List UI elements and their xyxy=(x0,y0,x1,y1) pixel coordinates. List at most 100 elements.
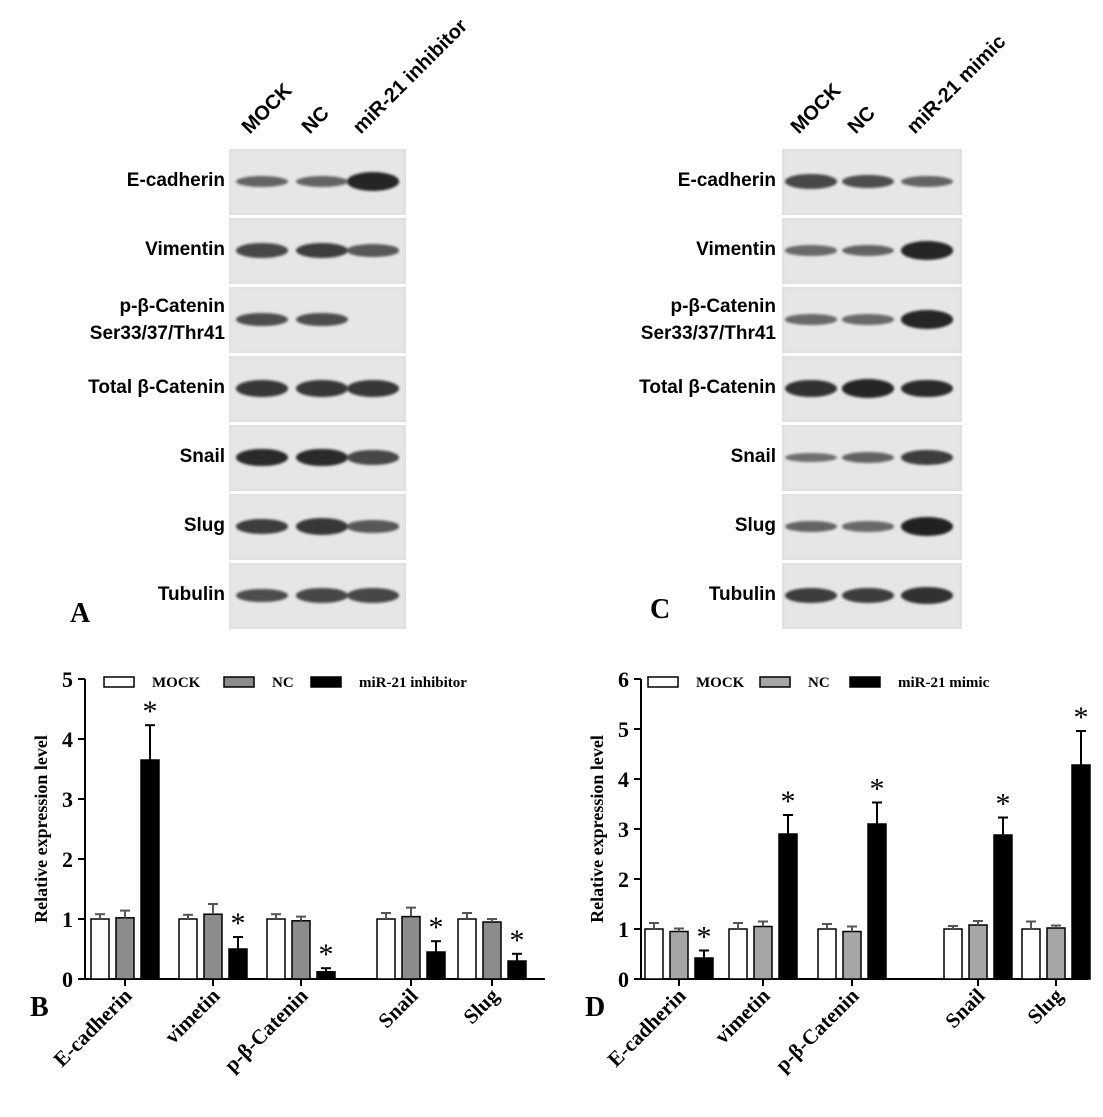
significance-marker: * xyxy=(996,788,1011,821)
x-tick-label: vimetin xyxy=(710,983,775,1048)
y-tick-label: 2 xyxy=(62,847,73,872)
panel-letter-c: C xyxy=(650,594,671,625)
blot-band xyxy=(785,174,837,189)
blot-band xyxy=(842,245,894,256)
blot-row-label-line1: p-β-Catenin xyxy=(670,296,776,317)
blot-band xyxy=(236,380,288,397)
blot-band xyxy=(901,176,953,187)
blot-row-label: Tubulin xyxy=(708,583,776,605)
blot-band xyxy=(842,379,894,398)
bar xyxy=(669,930,689,980)
blot-band xyxy=(296,380,348,397)
x-tick-label: Snail xyxy=(940,983,989,1032)
bar xyxy=(943,928,963,980)
x-tick-label: E-cadherin xyxy=(603,983,691,1071)
y-tick-label: 6 xyxy=(618,667,629,692)
legend-label: MOCK xyxy=(152,675,201,691)
x-tick-label: Slug xyxy=(1022,983,1067,1028)
blot-row-label: Snail xyxy=(730,445,776,467)
bar xyxy=(1071,764,1091,980)
blot-band xyxy=(347,172,399,191)
blot-row-label: Slug xyxy=(183,514,225,536)
blot-band xyxy=(901,310,953,329)
blot-band xyxy=(236,518,288,535)
bar-chart-b: 0 1 2 3 4 5 Relative expression level * E-cadher… xyxy=(31,667,545,1077)
bar xyxy=(140,759,160,980)
blot-row-label: p-β-Catenin Ser33/37/Thr41 xyxy=(90,293,225,347)
blot-row-label: Total β-Catenin xyxy=(88,376,225,398)
legend-swatch xyxy=(759,676,791,688)
significance-marker: * xyxy=(429,911,444,944)
x-tick-label: p-β-Catenin xyxy=(770,983,863,1076)
blot-row-label: Slug xyxy=(734,514,776,536)
blot-band xyxy=(901,449,953,466)
lane-label-0: MOCK xyxy=(786,79,846,139)
significance-marker: * xyxy=(231,907,246,940)
y-tick-label: 1 xyxy=(618,917,629,942)
lane-label-0: MOCK xyxy=(237,79,297,139)
legend-swatch xyxy=(849,676,881,688)
legend-label: NC xyxy=(808,675,830,691)
blot-band xyxy=(296,588,348,603)
significance-marker: * xyxy=(781,785,796,818)
bar xyxy=(817,928,837,980)
x-tick-label: p-β-Catenin xyxy=(219,983,312,1076)
bar xyxy=(457,918,477,980)
bar xyxy=(228,948,248,980)
bar xyxy=(507,960,527,980)
blot-band xyxy=(347,520,399,533)
legend-swatch xyxy=(223,676,255,688)
lane-label-2: miR-21 inhibitor xyxy=(348,15,472,139)
blot-band xyxy=(901,516,953,537)
y-tick-label: 0 xyxy=(618,967,629,992)
y-tick-label: 4 xyxy=(618,767,629,792)
legend-swatch xyxy=(310,676,342,688)
bar xyxy=(90,918,110,980)
blot-band xyxy=(236,176,288,187)
legend-label: miR-21 mimic xyxy=(898,675,990,691)
bar xyxy=(1021,928,1041,980)
blot-band xyxy=(236,243,288,258)
blot-row-label: Vimentin xyxy=(145,238,225,260)
bar xyxy=(401,915,421,980)
panel-letter-d: D xyxy=(585,992,606,1023)
significance-marker: * xyxy=(319,938,334,971)
legend-label: miR-21 inhibitor xyxy=(359,675,467,691)
y-tick-label: 3 xyxy=(618,817,629,842)
blot-band xyxy=(842,314,894,325)
blot-band xyxy=(296,518,348,535)
blot-band xyxy=(842,174,894,189)
panel-letter-a: A xyxy=(70,598,91,629)
bar xyxy=(316,971,336,980)
blot-band xyxy=(347,588,399,603)
blot-band xyxy=(901,379,953,398)
significance-marker: * xyxy=(870,773,885,806)
legend-swatch xyxy=(103,676,135,688)
y-tick-label: 4 xyxy=(62,727,73,752)
bar xyxy=(291,920,311,980)
blot-band xyxy=(236,312,288,327)
blot-band xyxy=(785,245,837,256)
blot-row-label-line1: p-β-Catenin xyxy=(119,296,225,317)
blot-band xyxy=(785,587,837,604)
x-tick-label: E-cadherin xyxy=(49,983,137,1071)
x-tick-label: Slug xyxy=(458,983,503,1028)
blot-band xyxy=(296,448,348,467)
legend-label: MOCK xyxy=(696,675,745,691)
lane-label-1: NC xyxy=(843,102,880,139)
bar xyxy=(644,928,664,980)
bar xyxy=(482,921,502,980)
y-tick-label: 0 xyxy=(62,967,73,992)
panel-letter-b: B xyxy=(30,992,49,1023)
bar xyxy=(778,833,798,980)
y-tick-label: 2 xyxy=(618,867,629,892)
bar xyxy=(266,918,286,980)
blot-band xyxy=(785,521,837,532)
significance-marker: * xyxy=(143,695,158,728)
bar xyxy=(993,834,1013,980)
lane-label-1: NC xyxy=(297,102,334,139)
bar xyxy=(376,918,396,980)
blot-band xyxy=(842,521,894,532)
lane-label-2: miR-21 mimic xyxy=(902,30,1011,139)
